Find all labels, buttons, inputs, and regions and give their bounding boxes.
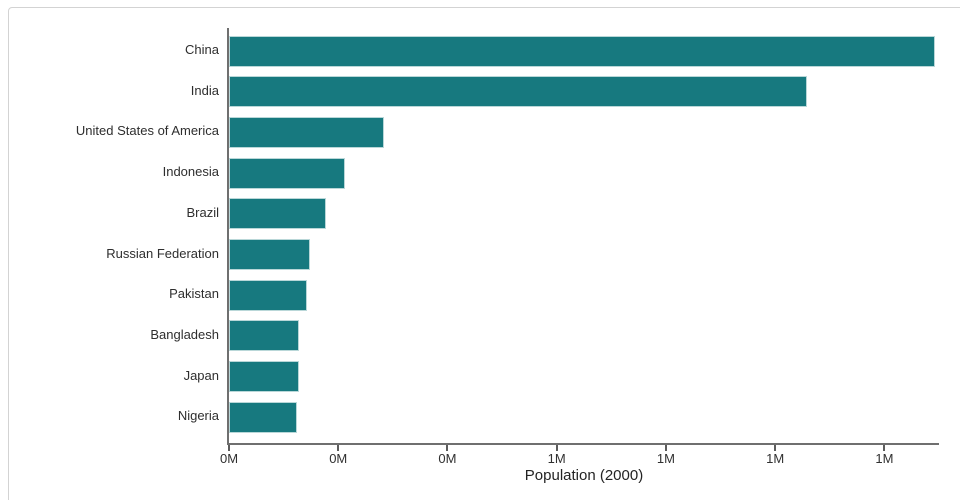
bar: [230, 77, 806, 107]
x-axis-tick: [555, 445, 558, 451]
bar: [230, 117, 383, 147]
bar: [230, 321, 299, 351]
x-axis-tick: [664, 445, 667, 451]
y-axis-line: [227, 28, 229, 445]
x-axis-tick-label: 0M: [438, 451, 457, 466]
category-label: India: [190, 82, 219, 98]
category-label: Indonesia: [162, 164, 219, 180]
x-axis-tick: [337, 445, 340, 451]
x-axis-tick-label: 1M: [766, 451, 785, 466]
x-axis-tick: [774, 445, 777, 451]
category-label: Bangladesh: [150, 326, 219, 342]
x-axis-title: Population (2000): [524, 467, 644, 484]
category-label: Nigeria: [177, 408, 219, 424]
bar: [230, 158, 345, 188]
x-axis-line: [227, 443, 939, 445]
category-label: Japan: [183, 367, 219, 383]
bar: [230, 402, 296, 432]
bar: [230, 240, 309, 269]
x-axis-tick: [883, 445, 886, 451]
x-axis-tick-label: 0M: [219, 451, 239, 466]
bar: [230, 280, 306, 310]
x-axis-tick-label: 1M: [875, 451, 894, 466]
x-axis-tick-label: 0M: [329, 451, 348, 466]
x-axis-tick: [228, 445, 230, 451]
category-label: Russian Federation: [106, 245, 219, 261]
bar: [230, 362, 298, 392]
bar: [230, 36, 934, 66]
x-axis-tick-label: 1M: [656, 451, 675, 466]
category-label: Pakistan: [169, 286, 219, 302]
category-label: Brazil: [186, 204, 219, 220]
x-axis-tick: [446, 445, 449, 451]
x-axis-tick-label: 1M: [547, 451, 566, 466]
category-label: United States of America: [75, 123, 219, 139]
bar: [230, 199, 325, 229]
category-label: China: [185, 42, 219, 57]
